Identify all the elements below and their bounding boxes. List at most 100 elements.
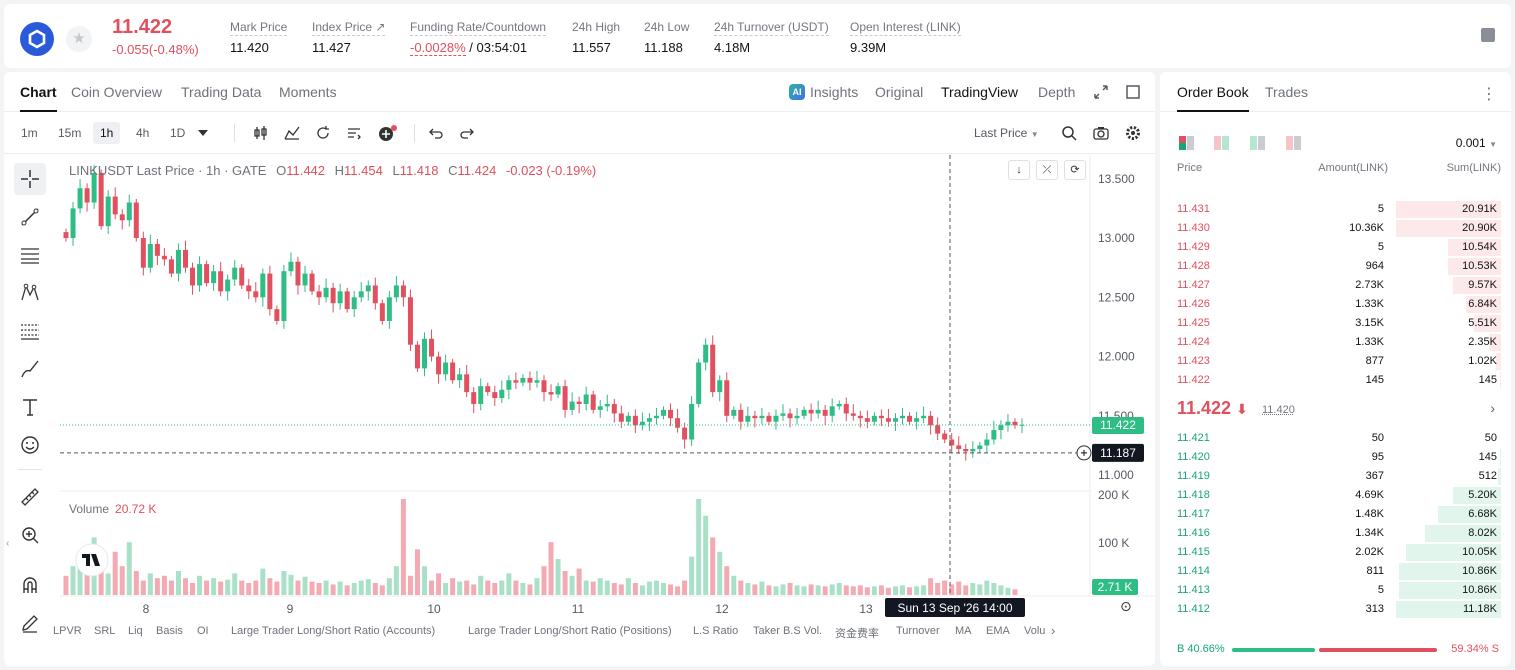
indicator-item[interactable]: Large Trader Long/Short Ratio (Positions… (468, 625, 672, 637)
scroll-down-button[interactable]: ↓ (1008, 160, 1030, 180)
last-price-select[interactable]: Last Price ▼ (974, 126, 1039, 140)
collapse-button[interactable]: ⤫ (1036, 160, 1058, 180)
indicator-item[interactable]: 资金费率 (835, 628, 879, 640)
candle-body (871, 415, 877, 422)
stat-24h-turnover[interactable]: 24h Turnover (USDT) 4.18M (714, 18, 829, 55)
bid-row[interactable]: 11.415 2.02K 10.05K (1160, 543, 1511, 562)
bid-row[interactable]: 11.416 1.34K 8.02K (1160, 524, 1511, 543)
ask-row[interactable]: 11.430 10.36K 20.90K (1160, 219, 1511, 238)
stat-index-price[interactable]: Index Price ↗ 11.427 (312, 18, 386, 55)
candle-body (984, 439, 990, 446)
timeframe-1d[interactable]: 1D (170, 126, 186, 140)
candle-body (1012, 421, 1018, 426)
favorite-star-icon[interactable]: ★ (66, 26, 92, 52)
ask-row[interactable]: 11.428 964 10.53K (1160, 257, 1511, 276)
notebook-icon[interactable] (1481, 28, 1495, 42)
indicator-item[interactable]: EMA (986, 625, 1010, 637)
templates-icon[interactable] (346, 125, 362, 141)
tab-order-book[interactable]: Order Book (1177, 84, 1249, 112)
ask-row[interactable]: 11.429 5 10.54K (1160, 238, 1511, 257)
indicator-item[interactable]: Taker B.S Vol. (753, 625, 823, 637)
indicator-item[interactable]: Large Trader Long/Short Ratio (Accounts) (231, 625, 436, 637)
tab-trades[interactable]: Trades (1265, 84, 1309, 100)
bid-row[interactable]: 11.414 811 10.86K (1160, 562, 1511, 581)
indicator-item[interactable]: L.S Ratio (693, 625, 739, 637)
ask-row[interactable]: 11.422 145 145 (1160, 371, 1511, 390)
indicator-item[interactable]: LPVR (53, 625, 82, 637)
ask-row[interactable]: 11.427 2.73K 9.57K (1160, 276, 1511, 295)
bid-row[interactable]: 11.413 5 10.86K (1160, 581, 1511, 600)
pattern-tool[interactable] (14, 277, 46, 309)
settings-gear-icon[interactable] (1125, 125, 1141, 141)
crosshair-tool[interactable] (14, 163, 46, 195)
reset-button[interactable]: ⟳ (1064, 160, 1086, 180)
layout-split-icon[interactable] (1214, 136, 1230, 150)
tab-chart[interactable]: Chart (20, 84, 57, 112)
search-icon[interactable] (1061, 125, 1077, 141)
tab-coin-overview[interactable]: Coin Overview (71, 84, 163, 100)
zoom-tool[interactable] (14, 519, 46, 551)
layout-bids-icon[interactable] (1250, 136, 1266, 150)
brush-tool[interactable] (14, 353, 46, 385)
layout-both-icon[interactable] (1179, 136, 1195, 150)
undo-icon[interactable] (428, 125, 444, 141)
chart-settings-icon[interactable]: ⊙ (1120, 598, 1132, 614)
bid-row[interactable]: 11.421 50 50 (1160, 429, 1511, 448)
bid-row[interactable]: 11.418 4.69K 5.20K (1160, 486, 1511, 505)
view-depth[interactable]: Depth (1038, 84, 1076, 100)
indicator-item[interactable]: Liq (128, 625, 143, 637)
candlestick-chart[interactable]: 13.50013.00012.50012.00011.50011.000200 … (60, 155, 1155, 617)
bid-row[interactable]: 11.419 367 512 (1160, 467, 1511, 486)
indicators-icon[interactable] (284, 125, 300, 141)
collapse-chevron-icon[interactable]: ‹ (6, 538, 10, 549)
camera-icon[interactable] (1093, 125, 1109, 141)
tab-moments[interactable]: Moments (279, 84, 337, 100)
add-plus-icon[interactable] (378, 125, 398, 143)
indicator-item[interactable]: Basis (156, 625, 183, 637)
chevron-down-icon[interactable] (198, 130, 208, 136)
tab-trading-data[interactable]: Trading Data (181, 84, 262, 100)
bid-row[interactable]: 11.420 95 145 (1160, 448, 1511, 467)
expand-icon[interactable] (1094, 85, 1108, 99)
magnet-tool[interactable] (14, 569, 46, 601)
horizontal-lines-tool[interactable] (14, 239, 46, 271)
indicator-item[interactable]: SRL (94, 625, 116, 637)
chevron-right-icon[interactable]: › (1490, 400, 1495, 416)
trendline-tool[interactable] (14, 201, 46, 233)
precision-select[interactable]: 0.001 ▼ (1456, 136, 1497, 150)
timeframe-1h[interactable]: 1h (93, 122, 121, 144)
fullscreen-icon[interactable] (1126, 85, 1140, 99)
ask-row[interactable]: 11.431 5 20.91K (1160, 200, 1511, 219)
indicator-item[interactable]: Turnover (896, 625, 940, 637)
ask-row[interactable]: 11.423 877 1.02K (1160, 352, 1511, 371)
ruler-tool[interactable] (14, 481, 46, 513)
candle-type-icon[interactable] (253, 125, 269, 141)
text-tool[interactable] (14, 391, 46, 423)
bid-row[interactable]: 11.412 313 11.18K (1160, 600, 1511, 619)
more-options-icon[interactable]: ⋮ (1481, 86, 1497, 103)
ask-row[interactable]: 11.424 1.33K 2.35K (1160, 333, 1511, 352)
stat-funding-rate[interactable]: Funding Rate/Countdown -0.0028% / 03:54:… (410, 18, 547, 56)
view-original[interactable]: Original (875, 84, 924, 100)
indicator-item[interactable]: OI (197, 625, 209, 637)
redo-icon[interactable] (459, 125, 475, 141)
indicator-item[interactable]: Volu (1024, 625, 1046, 637)
layout-asks-icon[interactable] (1286, 136, 1302, 150)
timeframe-15m[interactable]: 15m (58, 126, 82, 140)
bid-row[interactable]: 11.417 1.48K 6.68K (1160, 505, 1511, 524)
pencil-tool[interactable] (14, 607, 46, 639)
timeframe-1m[interactable]: 1m (21, 126, 38, 140)
indicator-item[interactable]: MA (955, 625, 972, 637)
fibonacci-tool[interactable] (14, 315, 46, 347)
ask-row[interactable]: 11.425 3.15K 5.51K (1160, 314, 1511, 333)
refresh-icon[interactable] (315, 125, 331, 141)
view-tradingview[interactable]: TradingView (941, 84, 1019, 100)
stat-mark-price[interactable]: Mark Price 11.420 (230, 18, 288, 55)
emoji-tool[interactable] (14, 429, 46, 461)
stat-open-interest[interactable]: Open Interest (LINK) 9.39M (850, 18, 961, 55)
view-insights[interactable]: Insights (810, 84, 859, 100)
ask-row[interactable]: 11.426 1.33K 6.84K (1160, 295, 1511, 314)
timeframe-4h[interactable]: 4h (136, 126, 150, 140)
chevron-right-icon[interactable]: › (1051, 623, 1056, 638)
mid-price[interactable]: 11.422 ⬇ (1177, 398, 1248, 419)
